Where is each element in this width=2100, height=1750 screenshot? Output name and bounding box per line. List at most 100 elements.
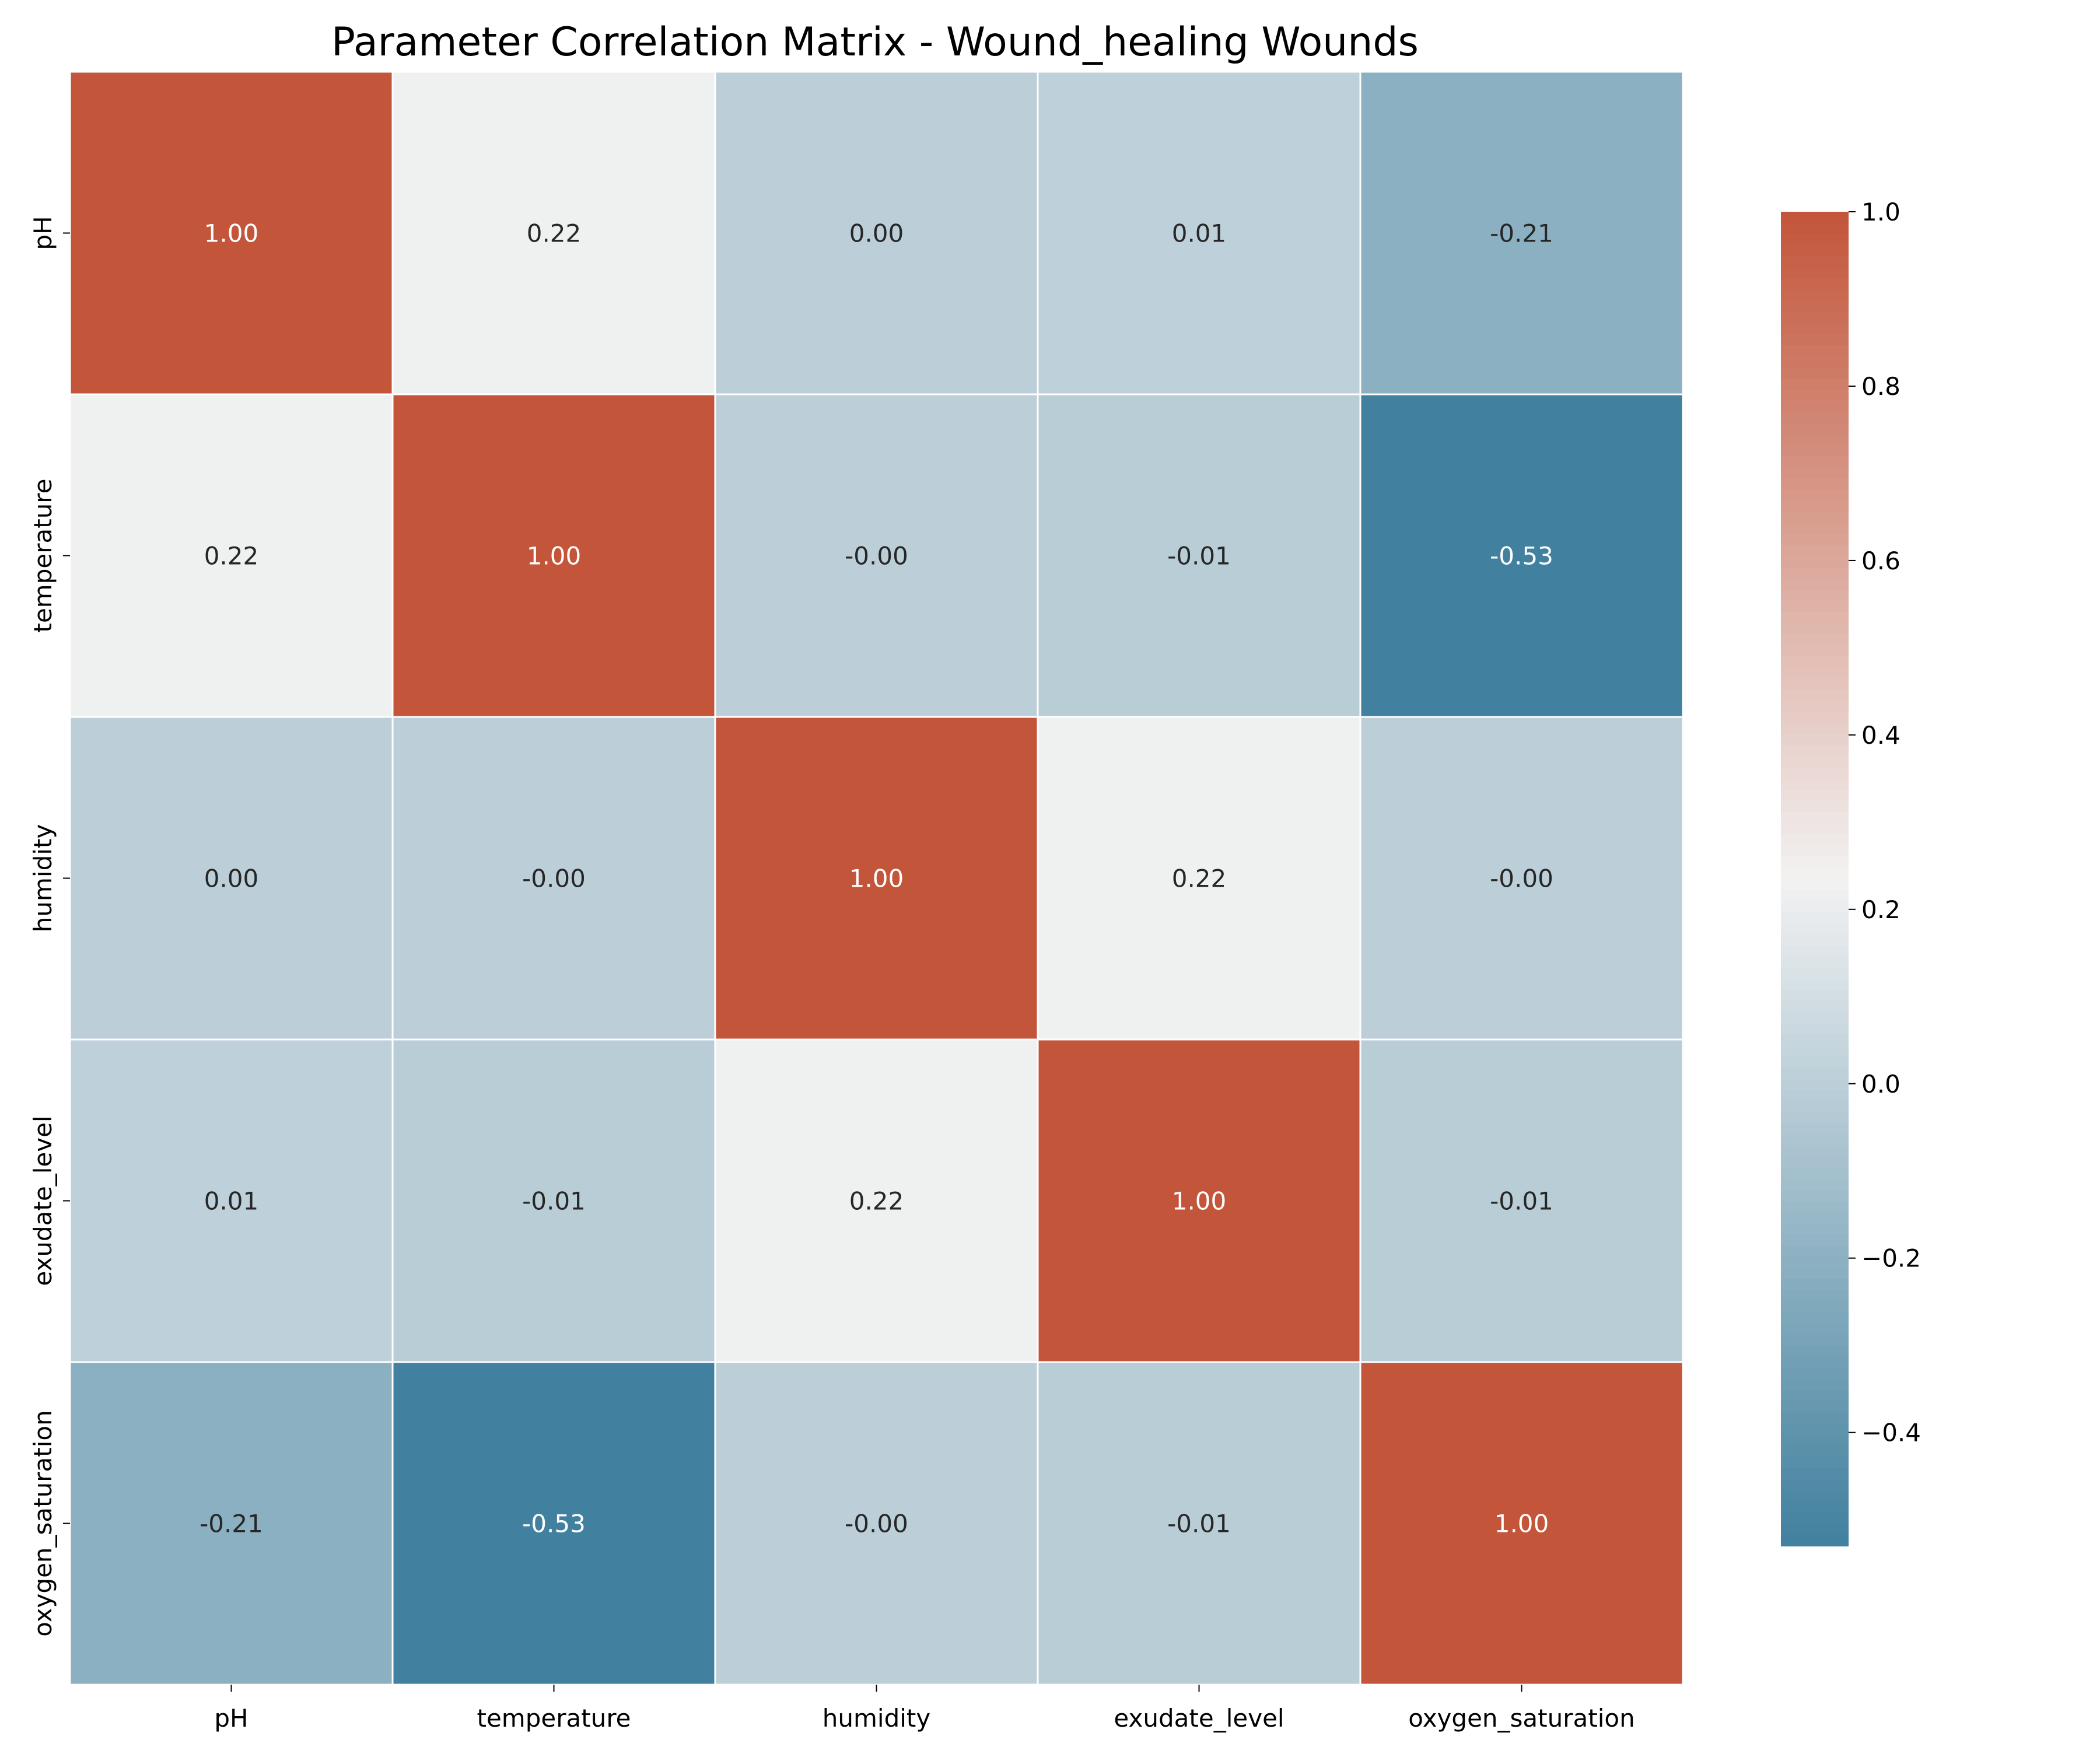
cell-value-1-4: -0.53 xyxy=(1490,542,1553,570)
colorbar-segment-72 xyxy=(1781,1012,1849,1024)
heatmap-cell-2-1 xyxy=(391,716,716,1041)
colorbar-segment-62 xyxy=(1781,901,1849,913)
colorbar-segment-102 xyxy=(1781,1345,1849,1358)
cell-value-2-0: 0.00 xyxy=(204,864,259,893)
colorbar-segment-45 xyxy=(1781,712,1849,724)
cell-value-3-2: 0.22 xyxy=(849,1187,904,1216)
colorbar-segment-54 xyxy=(1781,812,1849,824)
colorbar-segment-80 xyxy=(1781,1101,1849,1113)
colorbar-segment-33 xyxy=(1781,578,1849,590)
colorbar-segment-103 xyxy=(1781,1357,1849,1369)
heatmap-cell-3-2 xyxy=(714,1038,1039,1363)
colorbar-segment-89 xyxy=(1781,1201,1849,1213)
x-tick-label-2: humidity xyxy=(822,1704,930,1732)
x-tick-label-4: oxygen_saturation xyxy=(1408,1704,1634,1732)
colorbar-segment-59 xyxy=(1781,867,1849,880)
colorbar-segment-68 xyxy=(1781,967,1849,980)
heatmap-cell-4-1 xyxy=(391,1361,716,1686)
colorbar-segment-9 xyxy=(1781,312,1849,324)
cell-annotations: 1.00 0.22 0.00 0.01 -0.21 0.22 1.00 -0.00 -0.01 -… xyxy=(200,219,1553,1538)
colorbar-segment-74 xyxy=(1781,1034,1849,1046)
colorbar-segment-70 xyxy=(1781,990,1849,1002)
colorbar-segment-95 xyxy=(1781,1268,1849,1280)
heatmap-cell-4-4 xyxy=(1359,1361,1684,1686)
heatmap-cell-0-0 xyxy=(69,71,394,396)
colorbar-segment-43 xyxy=(1781,690,1849,702)
colorbar-segment-79 xyxy=(1781,1090,1849,1102)
cell-value-1-3: -0.01 xyxy=(1167,542,1231,570)
colorbar-segment-15 xyxy=(1781,378,1849,390)
colorbar-segment-60 xyxy=(1781,878,1849,891)
colorbar-segment-97 xyxy=(1781,1290,1849,1302)
colorbar-segment-63 xyxy=(1781,912,1849,924)
colorbar-segment-117 xyxy=(1781,1512,1849,1524)
colorbar-segment-101 xyxy=(1781,1334,1849,1346)
cell-value-4-2: -0.00 xyxy=(845,1510,908,1538)
y-tick-label-2: humidity xyxy=(29,824,57,932)
cell-value-0-0: 1.00 xyxy=(204,219,259,248)
colorbar-segment-84 xyxy=(1781,1145,1849,1157)
heatmap-cell-1-0 xyxy=(69,393,394,718)
colorbar-segment-39 xyxy=(1781,645,1849,657)
colorbar-segment-50 xyxy=(1781,767,1849,779)
colorbar-segment-8 xyxy=(1781,300,1849,313)
heatmap-cell-2-4 xyxy=(1359,716,1684,1041)
colorbar-segment-76 xyxy=(1781,1056,1849,1069)
colorbar-segment-119 xyxy=(1781,1534,1849,1546)
colorbar-segment-6 xyxy=(1781,278,1849,290)
colorbar-segment-88 xyxy=(1781,1190,1849,1202)
cell-value-4-4: 1.00 xyxy=(1494,1510,1549,1538)
colorbar-segment-40 xyxy=(1781,656,1849,668)
colorbar-tick-label-6: 0.8 xyxy=(1861,372,1901,401)
colorbar-segment-108 xyxy=(1781,1412,1849,1424)
heatmap-cell-4-2 xyxy=(714,1361,1039,1686)
cell-value-4-1: -0.53 xyxy=(522,1510,586,1538)
heatmap-cell-3-1 xyxy=(391,1038,716,1363)
y-tick-label-4: oxygen_saturation xyxy=(29,1410,57,1636)
x-tick-label-3: exudate_level xyxy=(1114,1704,1284,1732)
colorbar-segment-104 xyxy=(1781,1368,1849,1380)
heatmap-cell-0-4 xyxy=(1359,71,1684,396)
x-axis-ticks: pH temperature humidity exudate_level oxygen… xyxy=(214,1685,1635,1732)
colorbar-segment-19 xyxy=(1781,423,1849,435)
colorbar-segment-94 xyxy=(1781,1256,1849,1269)
cell-value-2-2: 1.00 xyxy=(849,864,904,893)
colorbar-segment-22 xyxy=(1781,456,1849,468)
cell-value-1-2: -0.00 xyxy=(845,542,908,570)
y-tick-label-3: exudate_level xyxy=(29,1115,57,1286)
colorbar-segment-73 xyxy=(1781,1023,1849,1035)
colorbar-segment-38 xyxy=(1781,634,1849,646)
colorbar-segment-82 xyxy=(1781,1123,1849,1135)
colorbar-segment-29 xyxy=(1781,534,1849,546)
colorbar-tick-label-4: 0.4 xyxy=(1861,721,1901,750)
colorbar-segment-75 xyxy=(1781,1045,1849,1058)
colorbar-tick-label-0: −0.4 xyxy=(1861,1419,1921,1447)
colorbar-segment-69 xyxy=(1781,979,1849,991)
colorbar-tick-label-1: −0.2 xyxy=(1861,1244,1921,1273)
colorbar-segment-110 xyxy=(1781,1434,1849,1447)
colorbar-segment-78 xyxy=(1781,1079,1849,1091)
heatmap-cell-3-4 xyxy=(1359,1038,1684,1363)
colorbar-segment-57 xyxy=(1781,845,1849,858)
heatmap-cell-0-1 xyxy=(391,71,716,396)
heatmap-cell-0-3 xyxy=(1037,71,1362,396)
colorbar-segment-27 xyxy=(1781,512,1849,524)
colorbar-segment-48 xyxy=(1781,745,1849,757)
colorbar-segment-3 xyxy=(1781,245,1849,257)
colorbar-segment-109 xyxy=(1781,1423,1849,1436)
colorbar-segment-51 xyxy=(1781,778,1849,791)
colorbar-segment-96 xyxy=(1781,1279,1849,1291)
colorbar-segment-26 xyxy=(1781,501,1849,513)
colorbar-segment-111 xyxy=(1781,1446,1849,1458)
colorbar-segment-34 xyxy=(1781,589,1849,602)
colorbar-segment-37 xyxy=(1781,623,1849,635)
colorbar-segment-106 xyxy=(1781,1390,1849,1402)
colorbar-segment-28 xyxy=(1781,523,1849,535)
colorbar-segment-32 xyxy=(1781,567,1849,579)
heatmap-cell-3-3 xyxy=(1037,1038,1362,1363)
colorbar-segment-64 xyxy=(1781,923,1849,935)
cell-value-4-3: -0.01 xyxy=(1167,1510,1231,1538)
colorbar-segment-4 xyxy=(1781,256,1849,268)
